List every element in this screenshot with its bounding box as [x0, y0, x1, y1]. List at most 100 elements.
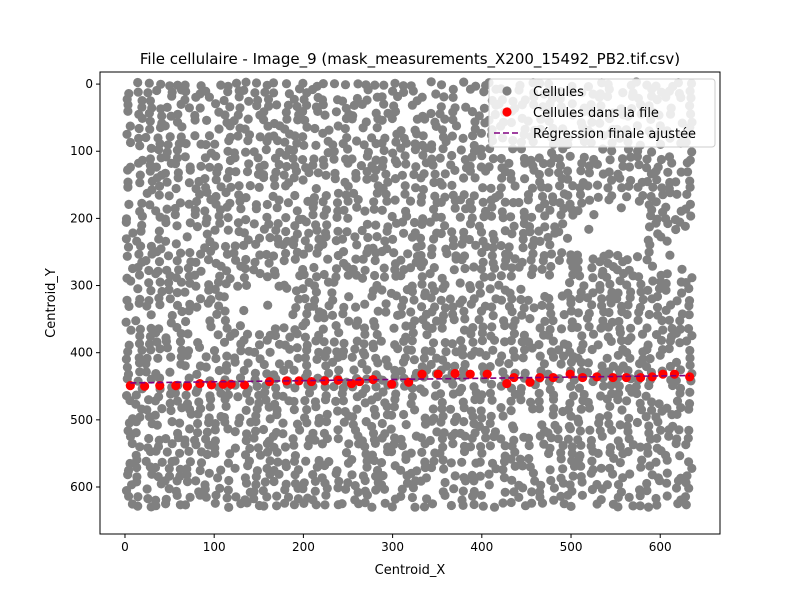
cell-point [624, 181, 634, 191]
cell-point [241, 254, 251, 265]
cell-point [426, 144, 437, 154]
cell-point [151, 328, 161, 338]
y-tick-label: 200 [70, 211, 93, 225]
cell-point [185, 457, 195, 467]
cell-point [540, 211, 550, 221]
cell-point [357, 99, 367, 109]
cell-point [225, 449, 235, 459]
cell-point [509, 424, 519, 434]
cell-point [485, 362, 495, 372]
cell-point [298, 132, 308, 142]
cell-point [470, 173, 480, 183]
cell-point [308, 202, 318, 212]
cell-point [509, 221, 519, 231]
cell-point [496, 295, 507, 305]
cell-point [496, 434, 506, 444]
cell-point [176, 329, 186, 339]
cell-point [122, 362, 132, 372]
cell-point [145, 96, 155, 106]
cell-point [162, 447, 172, 457]
cell-point [584, 161, 595, 171]
cell-point [605, 401, 615, 411]
cell-point [427, 416, 437, 426]
cell-point [161, 217, 171, 228]
cell-point [507, 229, 517, 239]
cell-point [675, 451, 685, 461]
cell-point [231, 78, 242, 88]
cell-point [595, 257, 605, 267]
legend-marker [502, 107, 512, 117]
cell-point [259, 359, 269, 370]
axes: 0 100 200 300 400 500 600 0 100 200 300 400 500 600 [70, 71, 721, 554]
cell-point [479, 103, 489, 113]
cell-point [181, 139, 191, 149]
cell-point [211, 353, 221, 364]
cell-point [210, 448, 220, 458]
queue-point [658, 369, 668, 379]
cell-point [459, 77, 469, 87]
cell-point [253, 443, 263, 453]
queue-point [294, 376, 304, 386]
cell-point [241, 147, 251, 157]
cell-point [265, 414, 275, 424]
cell-point [544, 448, 554, 459]
cell-point [327, 288, 337, 298]
cell-point [409, 355, 419, 365]
cell-point [170, 210, 180, 220]
cell-point [458, 500, 468, 510]
cell-point [582, 313, 593, 323]
cell-point [381, 189, 391, 199]
cell-point [548, 394, 559, 404]
cell-point [468, 337, 478, 347]
cell-point [675, 388, 685, 398]
cell-point [457, 343, 467, 354]
cell-point [407, 100, 417, 110]
cell-point [206, 394, 216, 404]
cell-point [343, 270, 353, 280]
cell-point [410, 405, 420, 415]
cell-point [459, 446, 470, 457]
cell-point [284, 359, 294, 369]
cell-point [380, 236, 390, 246]
cell-point [518, 483, 528, 493]
cell-point [190, 270, 200, 280]
cell-point [494, 190, 504, 200]
cell-point [133, 284, 143, 294]
cell-point [144, 108, 154, 118]
cell-point [124, 491, 134, 501]
cell-point [300, 294, 310, 304]
queue-point [171, 380, 181, 391]
cell-point [486, 195, 496, 205]
cell-point [658, 325, 668, 335]
cell-point [137, 113, 147, 123]
cell-point [270, 270, 280, 280]
cell-point [459, 403, 469, 413]
cell-point [573, 308, 584, 318]
cell-point [350, 232, 360, 242]
cell-point [605, 279, 615, 289]
cell-point [417, 92, 427, 102]
queue-point [140, 381, 150, 391]
cell-point [632, 417, 643, 428]
cell-point [583, 181, 593, 191]
cell-point [370, 410, 381, 420]
cell-point [200, 484, 210, 494]
cell-point [380, 498, 390, 508]
cell-point [622, 255, 632, 265]
cell-point [524, 454, 534, 464]
cell-point [514, 262, 524, 272]
queue-point [417, 369, 427, 379]
cell-point [185, 424, 195, 434]
cell-point [292, 206, 302, 216]
cell-point [162, 204, 172, 214]
cell-point [648, 182, 658, 192]
cell-point [576, 440, 586, 450]
cell-point [166, 352, 176, 362]
cell-point [172, 476, 182, 486]
cell-point [525, 314, 535, 324]
cell-point [154, 144, 164, 155]
cell-point [143, 88, 153, 98]
cell-point [125, 137, 136, 148]
cell-point [318, 79, 328, 89]
cell-point [459, 417, 469, 427]
